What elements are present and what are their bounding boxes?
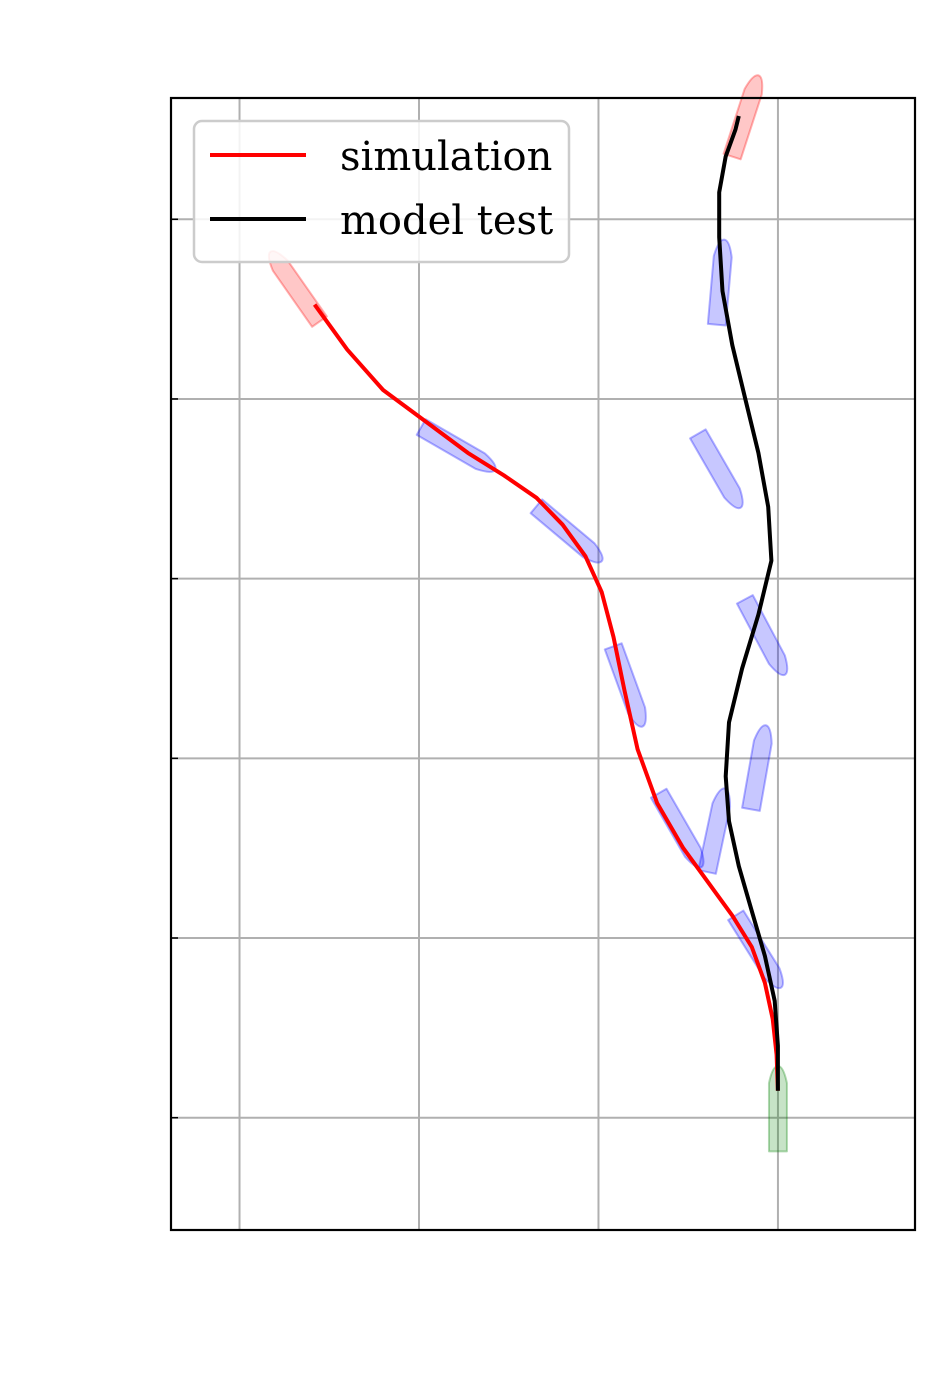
- legend-label-simulation: simulation: [340, 134, 552, 180]
- legend: simulation model test: [192, 119, 571, 264]
- ship-outline-intermediate-3: [603, 642, 647, 728]
- ship-outline-intermediate-7: [689, 428, 744, 510]
- series-line-simulation: [312, 303, 780, 1091]
- trajectory-series: [312, 115, 780, 1091]
- plot-frame: [169, 96, 917, 1232]
- grid: [171, 98, 915, 1230]
- ship-outline-intermediate-1: [415, 418, 497, 473]
- series-line-model-test: [717, 115, 780, 1091]
- ship-outline-intermediate-8: [741, 724, 773, 812]
- ship-outline-intermediate-6: [735, 594, 789, 677]
- legend-label-model-test: model test: [340, 198, 553, 244]
- ship-outline-intermediate-4: [649, 787, 705, 869]
